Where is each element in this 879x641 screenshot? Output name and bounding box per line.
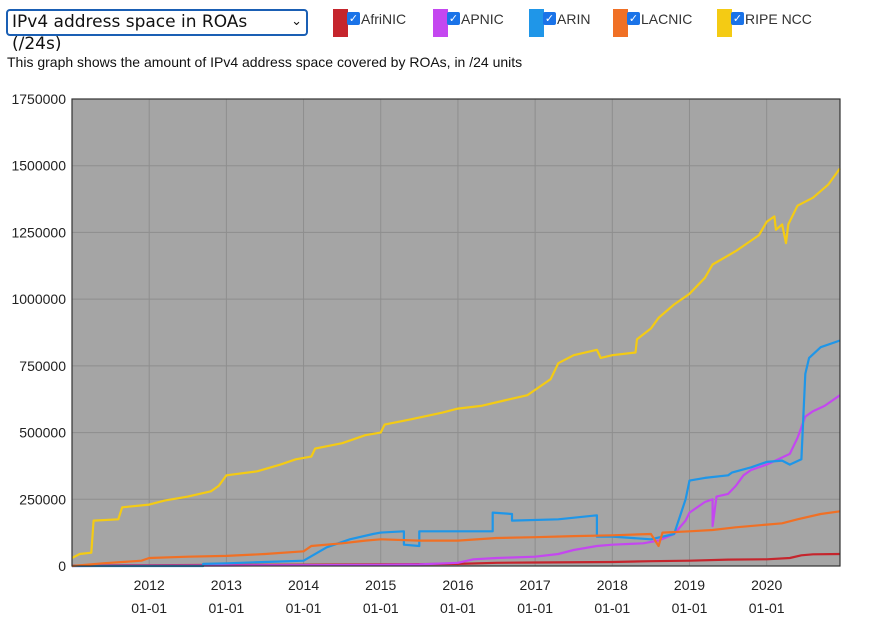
x-tick-label: 2017 [520, 577, 551, 593]
x-tick-sublabel: 01-01 [208, 600, 244, 616]
x-tick-sublabel: 01-01 [594, 600, 630, 616]
checkbox-afrinic[interactable]: ✓ [347, 12, 360, 25]
legend-swatch [333, 9, 348, 37]
legend-swatch [433, 9, 448, 37]
legend-swatch [529, 9, 544, 37]
plot-background [72, 99, 840, 566]
legend-swatch [613, 9, 628, 37]
x-tick-label: 2016 [442, 577, 473, 593]
chart-description: This graph shows the amount of IPv4 addr… [7, 54, 523, 70]
x-tick-label: 2012 [134, 577, 165, 593]
y-tick-label: 750000 [19, 358, 66, 374]
x-tick-sublabel: 01-01 [672, 600, 708, 616]
x-tick-sublabel: 01-01 [286, 600, 322, 616]
x-tick-label: 2019 [674, 577, 705, 593]
y-tick-label: 500000 [19, 425, 66, 441]
legend-label: RIPE NCC [745, 11, 812, 27]
x-tick-label: 2015 [365, 577, 396, 593]
checkbox-apnic[interactable]: ✓ [447, 12, 460, 25]
legend-label: APNIC [461, 11, 504, 27]
metric-select-value: IPv4 address space in ROAs (/24s) [12, 12, 248, 54]
toolbar: IPv4 address space in ROAs (/24s) ⌄ ✓ Af… [0, 0, 879, 54]
x-tick-sublabel: 01-01 [517, 600, 553, 616]
y-tick-label: 1250000 [11, 224, 66, 240]
x-tick-sublabel: 01-01 [749, 600, 785, 616]
legend-swatch [717, 9, 732, 37]
y-tick-label: 1000000 [11, 291, 66, 307]
x-tick-sublabel: 01-01 [440, 600, 476, 616]
metric-select[interactable]: IPv4 address space in ROAs (/24s) ⌄ [6, 9, 308, 54]
x-tick-label: 2018 [597, 577, 628, 593]
plot-border [71, 98, 841, 567]
legend-label: LACNIC [641, 11, 693, 27]
x-tick-sublabel: 01-01 [131, 600, 167, 616]
series-line-lacnic [71, 510, 841, 568]
checkbox-ripe-ncc[interactable]: ✓ [731, 12, 744, 25]
series-line-apnic [71, 394, 841, 568]
checkbox-lacnic[interactable]: ✓ [627, 12, 640, 25]
chevron-down-icon: ⌄ [291, 14, 302, 29]
checkbox-arin[interactable]: ✓ [543, 12, 556, 25]
y-tick-label: 250000 [19, 491, 66, 507]
x-tick-label: 2013 [211, 577, 242, 593]
line-chart: 0 250000 500000 750000 1000000 1250000 1500000… [11, 91, 841, 616]
y-tick-label: 1750000 [11, 91, 66, 107]
series-line-ripe-ncc [71, 167, 841, 559]
y-tick-label: 1500000 [11, 158, 66, 174]
series-line-arin [72, 339, 841, 568]
x-tick-label: 2014 [288, 577, 319, 593]
x-tick-sublabel: 01-01 [363, 600, 399, 616]
legend-label: AfriNIC [361, 11, 407, 27]
y-tick-label: 0 [58, 558, 66, 574]
x-tick-label: 2020 [751, 577, 782, 593]
legend-label: ARIN [557, 11, 591, 27]
